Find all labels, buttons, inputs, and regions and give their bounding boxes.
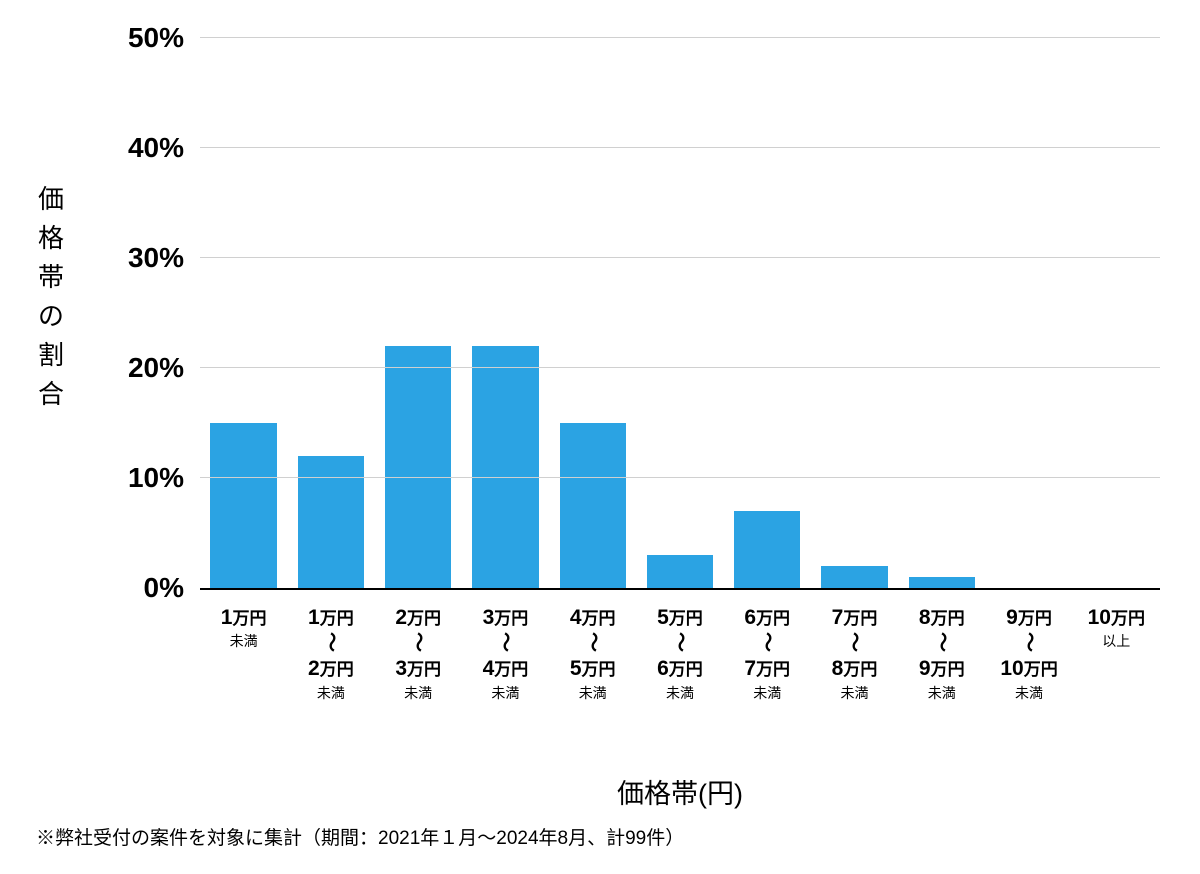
range-tilde: 〜 [1019, 632, 1039, 652]
range-tilde: 〜 [844, 632, 864, 652]
bar [385, 346, 451, 588]
range-tilde: 〜 [408, 632, 428, 652]
x-tick-label: 1万円未満 [200, 598, 287, 703]
bar [298, 456, 364, 588]
bar-slot [636, 40, 723, 588]
x-tick-label: 5万円〜6万円未満 [636, 598, 723, 703]
range-tilde: 〜 [932, 632, 952, 652]
bar [909, 577, 975, 588]
bar [734, 511, 800, 588]
bar [560, 423, 626, 588]
y-tick-label: 20% [128, 352, 184, 384]
y-tick-label: 0% [144, 572, 184, 604]
x-tick-label: 6万円〜7万円未満 [724, 598, 811, 703]
bar-slot [811, 40, 898, 588]
gridline [200, 257, 1160, 258]
x-tick-label: 7万円〜8万円未満 [811, 598, 898, 703]
bar [821, 566, 887, 588]
x-tick-label: 1万円〜2万円未満 [287, 598, 374, 703]
range-tilde: 〜 [757, 632, 777, 652]
gridline [200, 147, 1160, 148]
gridline [200, 477, 1160, 478]
bar-slot [462, 40, 549, 588]
bar-slot [375, 40, 462, 588]
footnote-text: ※弊社受付の案件を対象に集計（期間：2021年１月〜2024年8月、計99件） [36, 823, 684, 850]
y-tick-label: 10% [128, 462, 184, 494]
bar [647, 555, 713, 588]
x-axis-title: 価格帯(円) [200, 772, 1160, 811]
x-tick-label: 10万円以上 [1073, 598, 1160, 703]
x-tick-label: 3万円〜4万円未満 [462, 598, 549, 703]
plot-area: 0%10%20%30%40%50% [200, 40, 1160, 590]
x-tick-label: 8万円〜9万円未満 [898, 598, 985, 703]
bar-slot [985, 40, 1072, 588]
bar [210, 423, 276, 588]
bar [472, 346, 538, 588]
y-axis-title: 価格帯の割合 [36, 180, 66, 414]
range-tilde: 〜 [321, 632, 341, 652]
bar-slot [1073, 40, 1160, 588]
range-tilde: 〜 [495, 632, 515, 652]
x-tick-label: 2万円〜3万円未満 [375, 598, 462, 703]
gridline [200, 367, 1160, 368]
bar-slot [287, 40, 374, 588]
bar-slot [724, 40, 811, 588]
bar-slot [898, 40, 985, 588]
y-tick-label: 30% [128, 242, 184, 274]
price-range-bar-chart: 価格帯の割合 0%10%20%30%40%50% 1万円未満1万円〜2万円未満2… [0, 0, 1200, 874]
x-axis-labels: 1万円未満1万円〜2万円未満2万円〜3万円未満3万円〜4万円未満4万円〜5万円未… [200, 598, 1160, 703]
bar-slot [200, 40, 287, 588]
range-tilde: 〜 [670, 632, 690, 652]
y-tick-label: 40% [128, 132, 184, 164]
bars-container [200, 40, 1160, 588]
y-tick-label: 50% [128, 22, 184, 54]
x-tick-label: 4万円〜5万円未満 [549, 598, 636, 703]
x-tick-label: 9万円〜10万円未満 [985, 598, 1072, 703]
range-tilde: 〜 [583, 632, 603, 652]
gridline [200, 37, 1160, 38]
bar-slot [549, 40, 636, 588]
